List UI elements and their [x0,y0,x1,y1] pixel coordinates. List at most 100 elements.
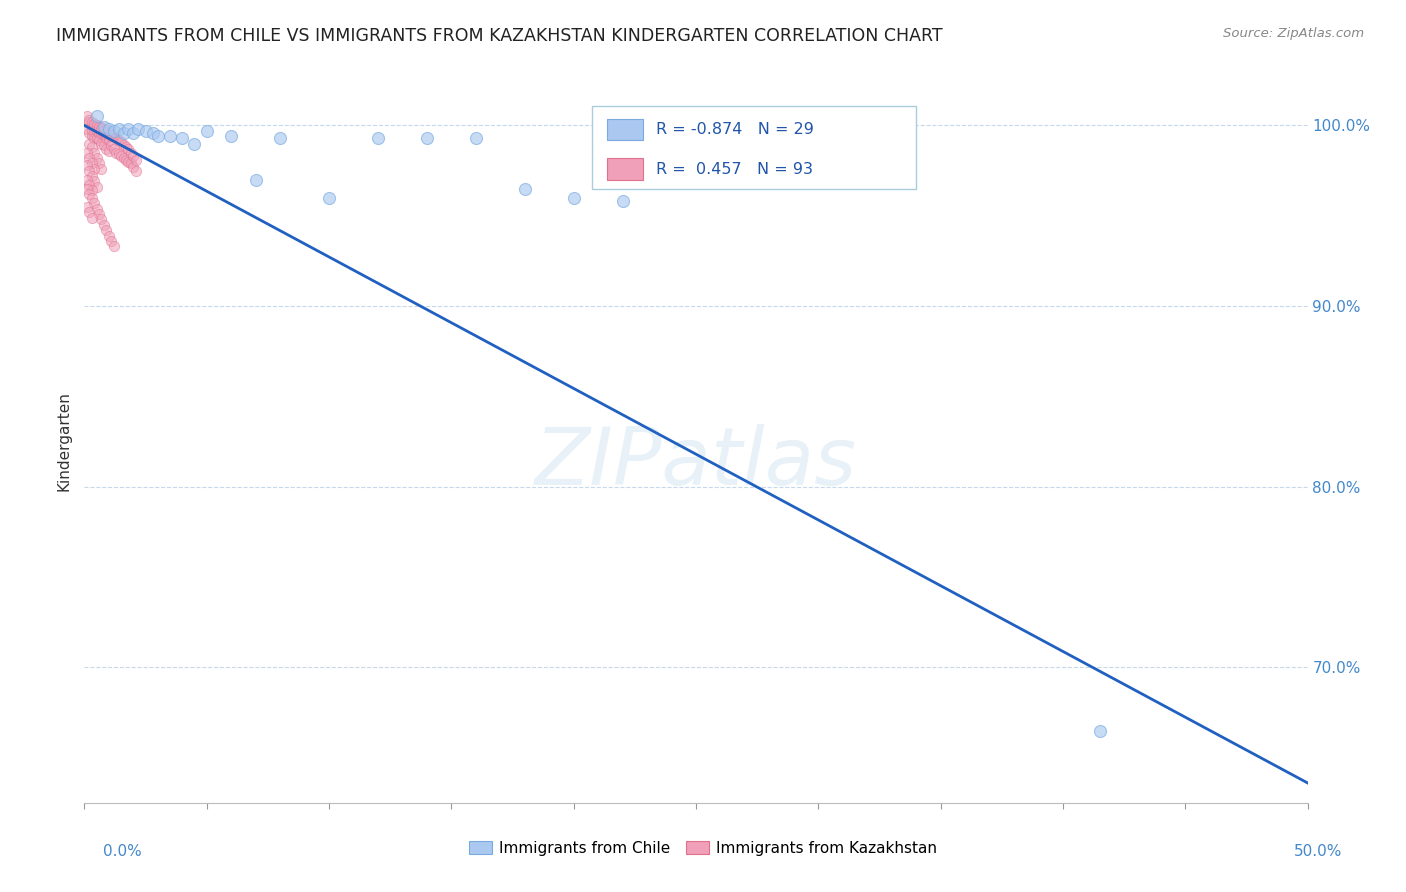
FancyBboxPatch shape [592,105,917,189]
Point [77,205,100,219]
Point [125,163,148,178]
Point [112,151,135,165]
Point [117,122,139,136]
Point [76,200,98,214]
Point [80,124,103,138]
Point [103,142,125,156]
Point [80,156,103,170]
Point [97,124,120,138]
Point [416,131,439,145]
Point [513,181,536,195]
Point [96,124,118,138]
Text: R =  0.457   N = 93: R = 0.457 N = 93 [655,161,813,177]
Point [159,129,181,144]
Point [90,161,112,176]
Point [77,163,100,178]
Point [77,126,100,140]
Point [183,136,205,151]
Point [120,145,142,160]
Point [86,109,108,123]
Point [117,142,139,156]
Point [93,128,115,142]
Point [83,119,105,133]
Point [97,128,120,142]
Point [562,191,585,205]
Point [97,144,120,158]
Point [100,234,122,248]
Point [90,212,112,227]
Point [100,138,122,153]
Point [172,131,194,145]
Point [107,147,129,161]
Point [76,109,98,123]
Point [77,113,100,128]
Point [77,178,100,192]
Point [86,124,108,138]
Point [1088,723,1111,738]
Point [105,131,128,145]
Point [93,120,115,135]
Point [367,131,389,145]
Point [86,131,108,145]
Point [107,133,129,147]
Point [83,196,105,211]
Point [318,191,340,205]
Point [87,156,110,170]
Point [219,129,242,144]
Point [87,120,110,135]
Legend: Immigrants from Chile, Immigrants from Kazakhstan: Immigrants from Chile, Immigrants from K… [463,835,943,862]
Point [831,122,853,136]
Point [90,122,112,136]
Point [87,207,110,221]
Point [80,115,103,129]
Point [80,140,103,154]
Point [269,131,291,145]
Point [93,218,115,232]
Point [115,140,138,154]
Point [112,138,135,153]
Point [77,136,100,151]
Point [107,122,129,136]
Point [122,160,145,174]
Point [112,126,135,140]
Point [115,153,138,167]
Point [103,239,125,253]
Point [83,161,105,176]
Point [87,126,110,140]
Point [135,124,157,138]
Point [195,124,218,138]
Text: 0.0%: 0.0% [103,845,142,859]
Point [83,131,105,145]
Point [96,126,118,140]
Point [96,131,118,145]
Point [880,131,903,145]
Point [86,179,108,194]
Point [80,129,103,144]
Point [612,194,634,209]
Point [122,149,145,163]
Point [110,149,132,163]
Point [86,119,108,133]
Point [76,145,98,160]
Point [105,145,128,160]
Point [86,151,108,165]
Point [77,187,100,202]
Point [76,122,98,136]
Point [464,131,486,145]
Point [245,172,267,186]
Point [120,156,142,170]
Point [125,153,148,167]
Point [80,211,103,225]
Point [93,122,115,136]
Text: 50.0%: 50.0% [1295,845,1343,859]
Point [97,122,120,136]
Text: R = -0.874   N = 29: R = -0.874 N = 29 [655,122,814,136]
Point [146,129,169,144]
Point [97,133,120,147]
Point [83,117,105,131]
Point [76,158,98,172]
Point [103,124,125,138]
Point [83,124,105,138]
Point [87,120,110,135]
Point [117,154,139,169]
